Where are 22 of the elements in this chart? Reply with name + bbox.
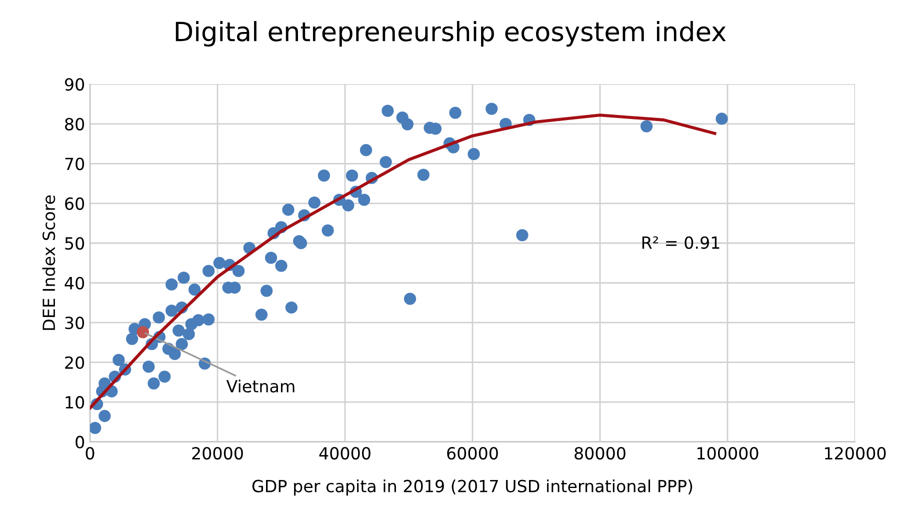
y-tick-label: 0 (76, 436, 84, 448)
x-tick-label: 20000 (192, 446, 243, 460)
x-tick-label: 100000 (698, 446, 758, 460)
annotation: Vietnam (226, 380, 294, 393)
x-axis-title: GDP per capita in 2019 (2017 USD international PPP) (252, 480, 692, 496)
y-tick-label: 80 (65, 118, 84, 130)
y-axis-title: DEE Index Score (42, 195, 56, 330)
y-tick-label: 90 (64, 78, 84, 91)
x-tick-label: 0 (86, 446, 94, 460)
y-tick-label: 10 (66, 396, 84, 409)
x-tick-label: 40000 (319, 446, 370, 460)
y-tick-label: 50 (65, 237, 84, 250)
x-tick-label: 80000 (574, 446, 626, 460)
annotation: R² = 0.91 (642, 236, 720, 249)
y-tick-label: 70 (65, 158, 84, 170)
chart-title: Digital entrepreneurship ecosystem index (176, 21, 726, 47)
y-tick-label: 40 (64, 276, 84, 290)
x-tick-label: 60000 (447, 446, 498, 460)
y-tick-label: 60 (65, 197, 84, 210)
y-tick-label: 30 (65, 316, 84, 330)
x-tick-label: 120000 (825, 446, 886, 460)
y-tick-label: 20 (65, 356, 84, 369)
